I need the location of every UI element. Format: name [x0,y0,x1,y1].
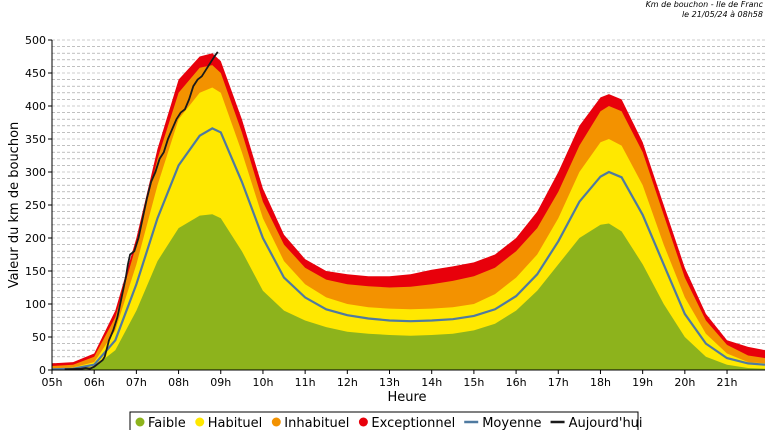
series-line-moyenne [51,127,765,371]
x-tick-label: 18h [590,376,611,389]
x-tick-label: 17h [548,376,569,389]
y-axis-label: Valeur du km de bouchon [7,122,22,289]
legend-box [129,411,639,430]
legend-swatch [358,417,368,427]
y-tick-label: 100 [25,298,46,311]
legend-swatch [135,417,145,427]
legend-swatch [271,417,281,427]
x-tick-label: 15h [463,376,484,389]
y-tick-label: 50 [32,331,46,344]
x-tick-label: 16h [506,376,527,389]
x-tick-label: 13h [379,376,400,389]
axis-layer: 0 50 100 150 200 250 300 350 400 450 500 05h 06h 07h 0… [25,34,765,389]
legend-label: Aujourd'hui [569,416,643,430]
x-tick-label: 08h [168,376,189,389]
x-tick-label: 09h [210,376,231,389]
line-layer [51,51,765,371]
legend-swatch [195,417,205,427]
y-tick-label: 250 [25,199,46,212]
series-line-aujourdhui [64,51,219,371]
y-tick-label: 500 [25,34,46,47]
legend-label: Exceptionnel [371,416,455,430]
legend: Faible Habituel Inhabituel Exceptionnel Moye… [129,411,643,430]
x-tick-label: 19h [632,376,653,389]
x-tick-label: 12h [337,376,358,389]
y-tick-label: 350 [25,133,46,146]
legend-label: Moyenne [482,416,541,430]
legend-label: Inhabituel [284,416,349,430]
y-tick-label: 200 [25,232,46,245]
area-faible [52,214,765,370]
x-tick-label: 14h [421,376,442,389]
legend-label: Habituel [208,416,263,430]
x-tick-label: 10h [252,376,273,389]
x-tick-label: 20h [674,376,695,389]
legend-label: Faible [148,416,186,430]
x-axis-label: Heure [387,390,426,405]
area-layer [52,53,765,370]
x-tick-label: 11h [295,376,316,389]
y-tick-label: 0 [39,364,46,377]
y-tick-label: 450 [25,67,46,80]
y-tick-label: 400 [25,100,46,113]
x-tick-label: 05h [42,376,63,389]
x-tick-label: 21h [717,376,738,389]
x-tick-label: 06h [84,376,105,389]
x-tick-label: 07h [126,376,147,389]
y-tick-label: 300 [25,166,46,179]
header-title: Km de bouchon - Ile de Franc [645,0,763,9]
y-tick-label: 150 [25,265,46,278]
header-timestamp: le 21/05/24 à 08h58 [681,10,763,19]
